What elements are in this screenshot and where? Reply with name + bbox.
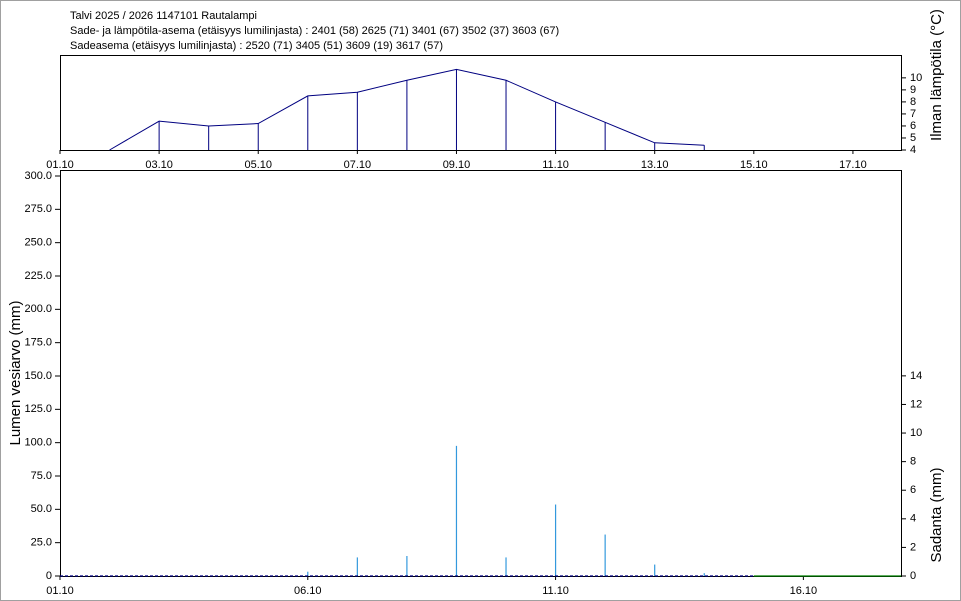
x-tick-label: 13.10 [641, 159, 669, 171]
x-tick-label: 06.10 [294, 585, 322, 597]
y-axis-label: Lumen vesiarvo (mm) [7, 300, 24, 445]
x-tick-label: 01.10 [46, 585, 74, 597]
y-tick-label: 2 [910, 541, 916, 553]
plot-clip [60, 445, 901, 577]
y-axis-label: Ilman lämpötila (°C) [928, 9, 945, 141]
y-tick-label: 6 [910, 484, 916, 496]
y-tick-label: 175.0 [24, 337, 52, 349]
x-tick-label: 17.10 [839, 159, 867, 171]
y-tick-label: 10 [910, 427, 922, 439]
y-tick-label: 7 [910, 108, 916, 120]
y-tick-label: 10 [910, 72, 922, 84]
chart-title: Talvi 2025 / 2026 1147101 Rautalampi [70, 10, 257, 22]
y-tick-label: 150.0 [24, 370, 52, 382]
y-tick-label: 250.0 [24, 237, 52, 249]
data-line [109, 68, 705, 151]
x-tick-label: 05.10 [244, 159, 272, 171]
y-tick-label: 225.0 [24, 270, 52, 282]
y-tick-label: 75.0 [31, 470, 52, 482]
y-tick-label: 4 [910, 144, 916, 156]
y-tick-label: 5 [910, 132, 916, 144]
y-tick-label: 4 [910, 513, 916, 525]
y-tick-label: 9 [910, 84, 916, 96]
y-tick-label: 50.0 [31, 503, 52, 515]
x-tick-label: 11.10 [542, 159, 569, 171]
y-tick-label: 12 [910, 398, 922, 410]
subtitle: Sade- ja lämpötila-asema (etäisyys lumil… [70, 25, 559, 37]
subtitle: Sadeasema (etäisyys lumilinjasta) : 2520… [70, 40, 443, 52]
x-tick-label: 11.10 [542, 585, 569, 597]
y-tick-label: 0 [910, 570, 916, 582]
y-tick-label: 100.0 [24, 437, 52, 449]
y-tick-label: 125.0 [24, 403, 52, 415]
plot-area [60, 55, 902, 151]
y-tick-label: 200.0 [24, 303, 52, 315]
y-tick-label: 14 [910, 370, 922, 382]
y-tick-label: 6 [910, 120, 916, 132]
y-tick-label: 300.0 [24, 170, 52, 182]
x-tick-label: 15.10 [740, 159, 768, 171]
y-tick-label: 8 [910, 96, 916, 108]
x-tick-label: 01.10 [46, 159, 74, 171]
y2-axis-label: Sadanta (mm) [928, 467, 945, 562]
y-tick-label: 275.0 [24, 203, 52, 215]
y-tick-label: 8 [910, 456, 916, 468]
x-tick-label: 07.10 [344, 159, 372, 171]
x-tick-label: 16.10 [790, 585, 818, 597]
y-tick-label: 25.0 [31, 537, 52, 549]
x-tick-label: 03.10 [145, 159, 173, 171]
y-tick-label: 0 [46, 570, 52, 582]
x-tick-label: 09.10 [443, 159, 471, 171]
